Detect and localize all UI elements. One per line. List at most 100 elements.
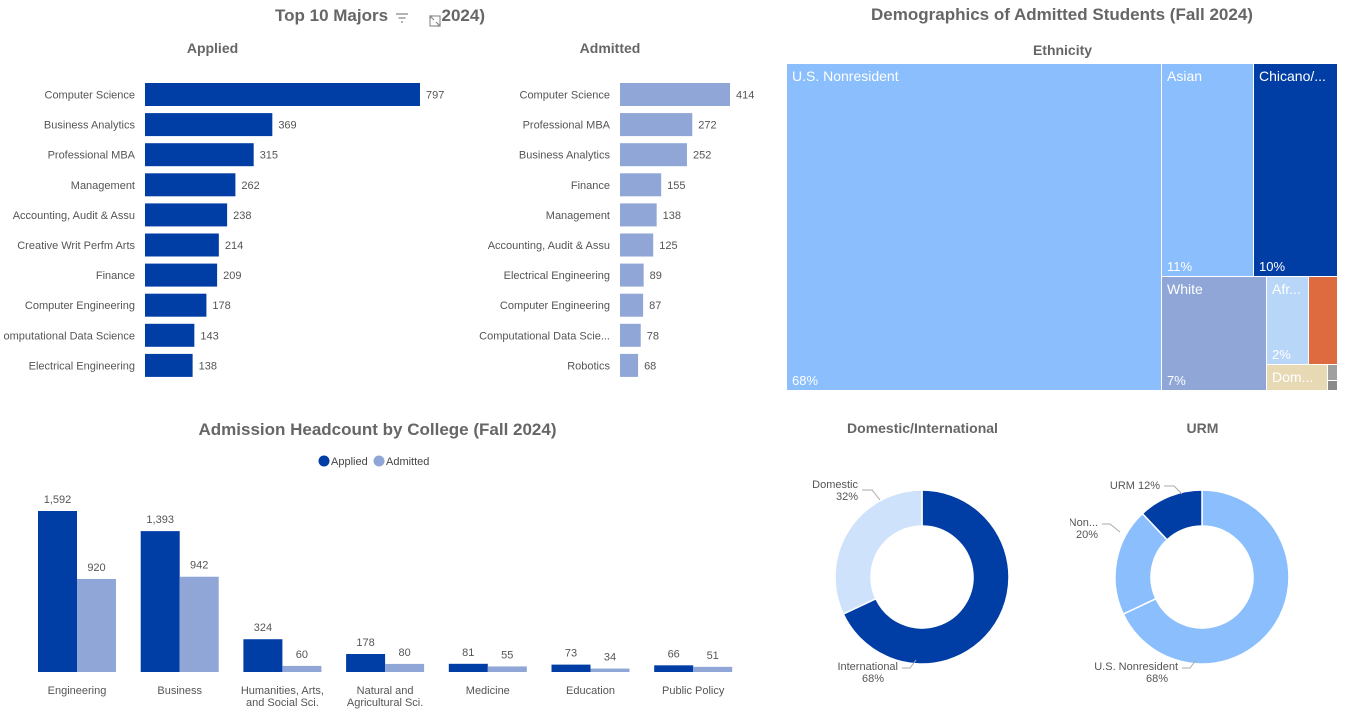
data-label: 138 [663,210,681,222]
category-label: Computational Data Scie... [479,330,610,342]
category-label: Accounting, Audit & Assu [13,210,135,222]
treemap-tile[interactable] [1254,64,1337,276]
data-label: 942 [190,560,208,572]
slice-percent: 68% [1146,673,1168,685]
category-label: Computer Engineering [25,300,135,312]
donut-slice[interactable] [834,489,923,616]
bar[interactable] [620,263,644,287]
leader-line [1182,659,1197,669]
donut-slice[interactable] [1141,489,1203,541]
tile-label: Dom... [1272,369,1313,385]
data-label: 138 [199,360,217,372]
data-label: 315 [260,150,278,162]
ethnicity-title: Ethnicity [1032,42,1093,58]
data-label: 272 [698,120,716,132]
bar[interactable] [620,353,639,377]
bar[interactable] [620,173,662,197]
category-label: Business Analytics [44,120,136,132]
bar[interactable] [145,113,273,137]
slice-label: Domestic [812,479,858,491]
bar[interactable] [654,665,694,672]
majors-title-right: 2024) [441,6,485,25]
treemap-tile[interactable] [1328,381,1337,390]
leader-line [1164,485,1183,495]
filter-icon[interactable] [395,11,409,28]
bar[interactable] [590,668,630,672]
category-label: Electrical Engineering [29,360,135,372]
data-label: 238 [233,210,251,222]
bar[interactable] [693,666,733,672]
slice-label: International [837,661,898,673]
tile-percent: 11% [1167,259,1192,274]
data-label: 51 [707,650,719,662]
data-label: 178 [212,300,230,312]
bar[interactable] [140,531,180,672]
bar[interactable] [145,263,218,287]
expand-icon[interactable] [428,14,442,31]
treemap-tile[interactable] [1267,277,1308,364]
category-label: Professional MBA [48,150,136,162]
bar[interactable] [487,666,527,672]
bar[interactable] [145,233,219,257]
category-label: Natural and [357,685,414,697]
treemap-tile[interactable] [1162,64,1253,276]
data-label: 1,592 [44,494,72,506]
data-label: 60 [296,649,308,661]
bar[interactable] [346,653,386,672]
tile-percent: 68% [792,373,818,388]
data-label: 214 [225,240,243,252]
category-label: Computer Science [45,90,136,102]
bar[interactable] [145,323,195,347]
bar[interactable] [38,511,77,672]
leader-line [862,489,881,501]
category-label: Management [546,210,610,222]
bar[interactable] [243,639,283,672]
category-label: Education [566,685,615,697]
treemap-tile[interactable] [787,64,1161,390]
bar[interactable] [620,113,693,137]
bar[interactable] [620,203,657,227]
bar[interactable] [620,293,644,317]
domestic-international-title: Domestic/International [847,420,998,436]
bar[interactable] [145,293,207,317]
data-label: 143 [200,330,218,342]
bar[interactable] [282,665,322,672]
category-label: Computer Science [520,90,611,102]
donut-slice[interactable] [1122,489,1290,665]
category-label: Finance [96,270,135,282]
slice-percent: 32% [836,491,858,503]
category-label: omputational Data Science [4,330,135,342]
bar[interactable] [77,578,116,672]
treemap-tile[interactable] [1267,365,1327,390]
data-label: 414 [736,90,754,102]
data-label: 155 [667,180,685,192]
bar[interactable] [145,173,236,197]
tile-label: U.S. Nonresident [792,68,899,84]
bar[interactable] [620,233,654,257]
category-label: Business Analytics [519,150,611,162]
data-label: 89 [650,270,662,282]
bar[interactable] [145,203,228,227]
bar[interactable] [385,663,425,672]
category-label: Agricultural Sci. [347,697,423,709]
category-label: Engineering [48,685,107,697]
bar[interactable] [551,664,591,672]
treemap-tile[interactable] [1328,365,1337,380]
tile-label: Asian [1167,68,1202,84]
bar[interactable] [448,663,488,672]
bar[interactable] [145,353,193,377]
bar[interactable] [145,143,254,167]
donut-slice[interactable] [842,489,1010,665]
bar[interactable] [620,143,687,167]
treemap-tile[interactable] [1162,277,1266,390]
slice-label: Non... [1070,517,1098,529]
bar[interactable] [620,323,641,347]
bar[interactable] [620,83,730,106]
applied-bar-chart: Computer Science 797 Business Analytics 369… [4,83,444,377]
treemap-tile[interactable] [1309,277,1337,364]
bar[interactable] [145,83,420,106]
category-label: Medicine [466,685,510,697]
bar[interactable] [179,576,219,672]
